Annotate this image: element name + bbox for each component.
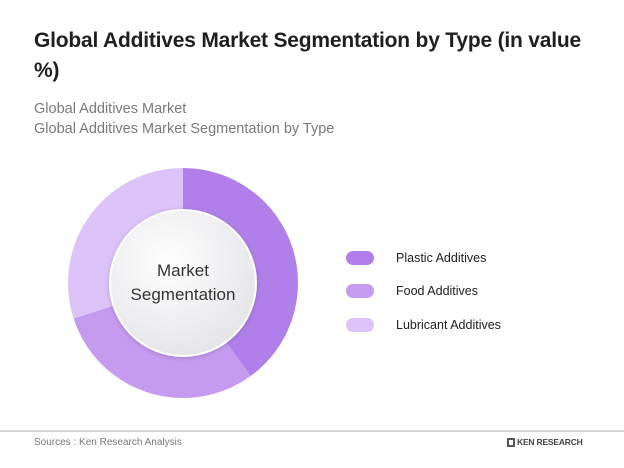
legend-swatch bbox=[346, 317, 374, 332]
source-note: Sources : Ken Research Analysis bbox=[34, 437, 182, 448]
donut-center-circle bbox=[109, 209, 257, 357]
legend-item-food-additives: Food Additives bbox=[346, 283, 501, 300]
legend-label: Food Additives bbox=[396, 284, 478, 298]
ken-research-logo-icon bbox=[507, 437, 515, 447]
chart-title: Global Additives Market Segmentation by … bbox=[34, 29, 581, 82]
legend-label: Plastic Additives bbox=[396, 250, 487, 265]
center-label-line-1: Market bbox=[157, 261, 209, 280]
legend-label: Lubricant Additives bbox=[396, 317, 501, 332]
center-label-line-2: Segmentation bbox=[130, 285, 236, 304]
chart-legend: Plastic Additives Food Additives Lubrica… bbox=[346, 249, 501, 350]
brand-name: KEN RESEARCH bbox=[517, 437, 583, 447]
legend-swatch bbox=[346, 284, 374, 298]
legend-swatch bbox=[346, 250, 374, 265]
donut-center-label: Market Segmentation bbox=[110, 210, 256, 356]
legend-item-plastic-additives: Plastic Additives bbox=[346, 249, 501, 266]
legend-item-lubricant-additives: Lubricant Additives bbox=[346, 316, 501, 333]
donut-chart bbox=[68, 168, 298, 398]
subtitle-line-2: Global Additives Market Segmentation by … bbox=[34, 121, 335, 137]
subtitle-line-1: Global Additives Market bbox=[34, 101, 187, 117]
chart-subtitle: Global Additives Market Global Additives… bbox=[34, 99, 334, 139]
footer-divider bbox=[0, 430, 624, 432]
brand-logo: KEN RESEARCH bbox=[507, 437, 583, 447]
